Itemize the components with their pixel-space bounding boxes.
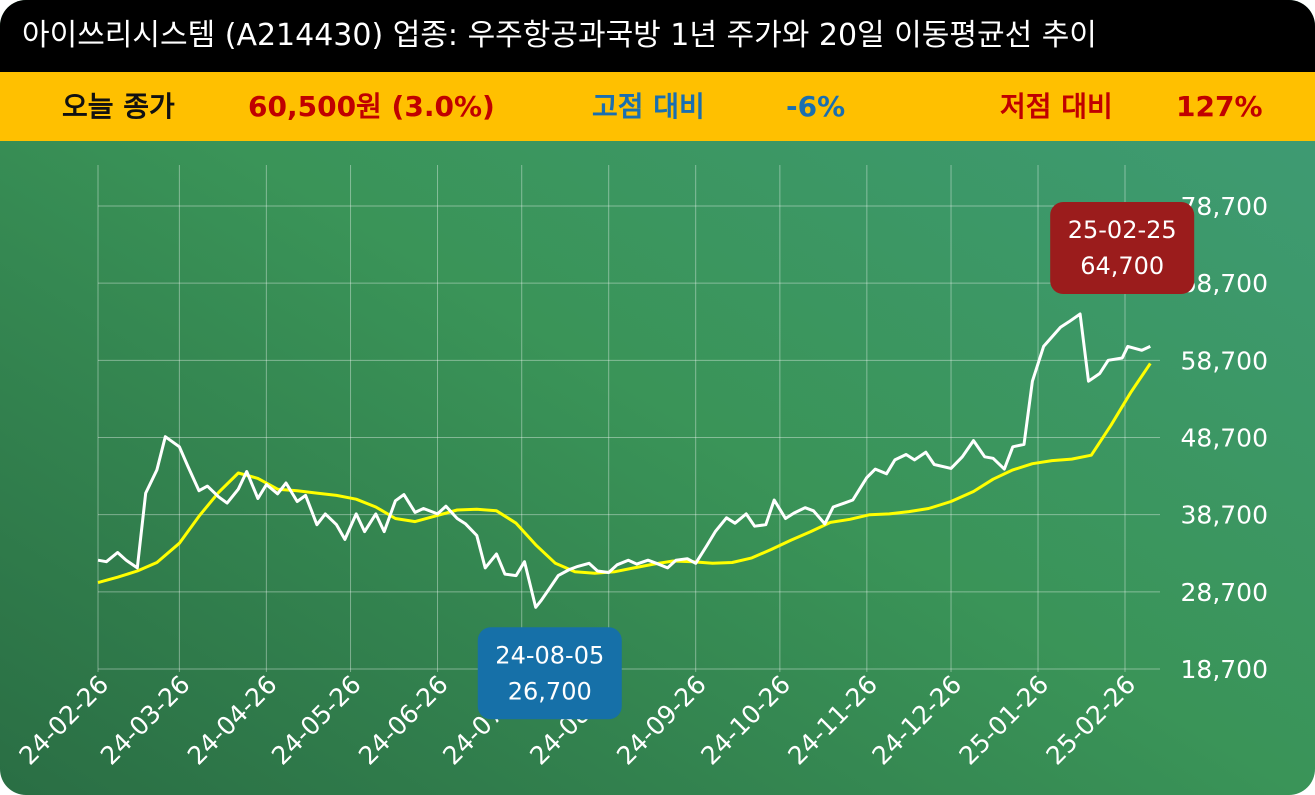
x-tick-label: 24-05-26 bbox=[266, 670, 367, 771]
x-tick-label: 24-06-26 bbox=[353, 670, 454, 771]
chart-title: 아이쓰리시스템 (A214430) 업종: 우주항공과국방 1년 주가와 20일… bbox=[0, 0, 1315, 72]
x-tick-label: 24-04-26 bbox=[182, 670, 283, 771]
y-tick-label: 28,700 bbox=[1181, 578, 1268, 607]
low-callout-box bbox=[477, 627, 622, 720]
low-callout-value: 26,700 bbox=[508, 677, 592, 705]
y-axis-labels: 78,700 68,700 58,700 48,700 38,700 28,700 18,7… bbox=[1181, 192, 1268, 684]
x-tick-label: 24-10-26 bbox=[695, 670, 796, 771]
y-tick-label: 48,700 bbox=[1181, 424, 1268, 453]
low-callout-date: 24-08-05 bbox=[495, 641, 604, 669]
high-callout: 25-02-25 64,700 bbox=[1050, 202, 1195, 295]
x-tick-label: 24-03-26 bbox=[95, 670, 196, 771]
high-callout-box bbox=[1050, 202, 1195, 295]
stats-bar: 오늘 종가 60,500원 (3.0%) 고점 대비 -6% 저점 대비 127… bbox=[0, 72, 1315, 141]
high-callout-date: 25-02-25 bbox=[1068, 216, 1177, 244]
y-gridlines bbox=[98, 205, 1160, 670]
today-close-label: 오늘 종가 bbox=[62, 90, 175, 123]
low-compare-value: 127% bbox=[1176, 90, 1263, 123]
y-tick-label: 78,700 bbox=[1181, 192, 1268, 221]
x-gridlines bbox=[97, 165, 1126, 672]
y-tick-label: 18,700 bbox=[1181, 655, 1268, 684]
today-close-value: 60,500원 (3.0%) bbox=[248, 90, 495, 123]
y-tick-label: 58,700 bbox=[1181, 346, 1268, 375]
ma20-line bbox=[97, 362, 1152, 585]
y-tick-label: 68,700 bbox=[1181, 269, 1268, 298]
x-tick-label: 25-01-26 bbox=[954, 670, 1055, 771]
x-tick-label: 24-09-26 bbox=[611, 670, 712, 771]
x-tick-label: 24-12-26 bbox=[867, 670, 968, 771]
low-callout: 24-08-05 26,700 bbox=[477, 627, 622, 720]
low-compare-label: 저점 대비 bbox=[1000, 90, 1113, 123]
callouts: 25-02-25 64,700 24-08-05 26,700 bbox=[477, 202, 1195, 720]
high-compare-label: 고점 대비 bbox=[592, 90, 705, 123]
high-callout-value: 64,700 bbox=[1080, 252, 1164, 280]
high-compare-value: -6% bbox=[786, 90, 846, 123]
price-line bbox=[97, 312, 1151, 609]
x-tick-label: 25-02-26 bbox=[1040, 670, 1141, 771]
y-tick-label: 38,700 bbox=[1181, 501, 1268, 530]
x-tick-label: 24-11-26 bbox=[782, 670, 883, 771]
